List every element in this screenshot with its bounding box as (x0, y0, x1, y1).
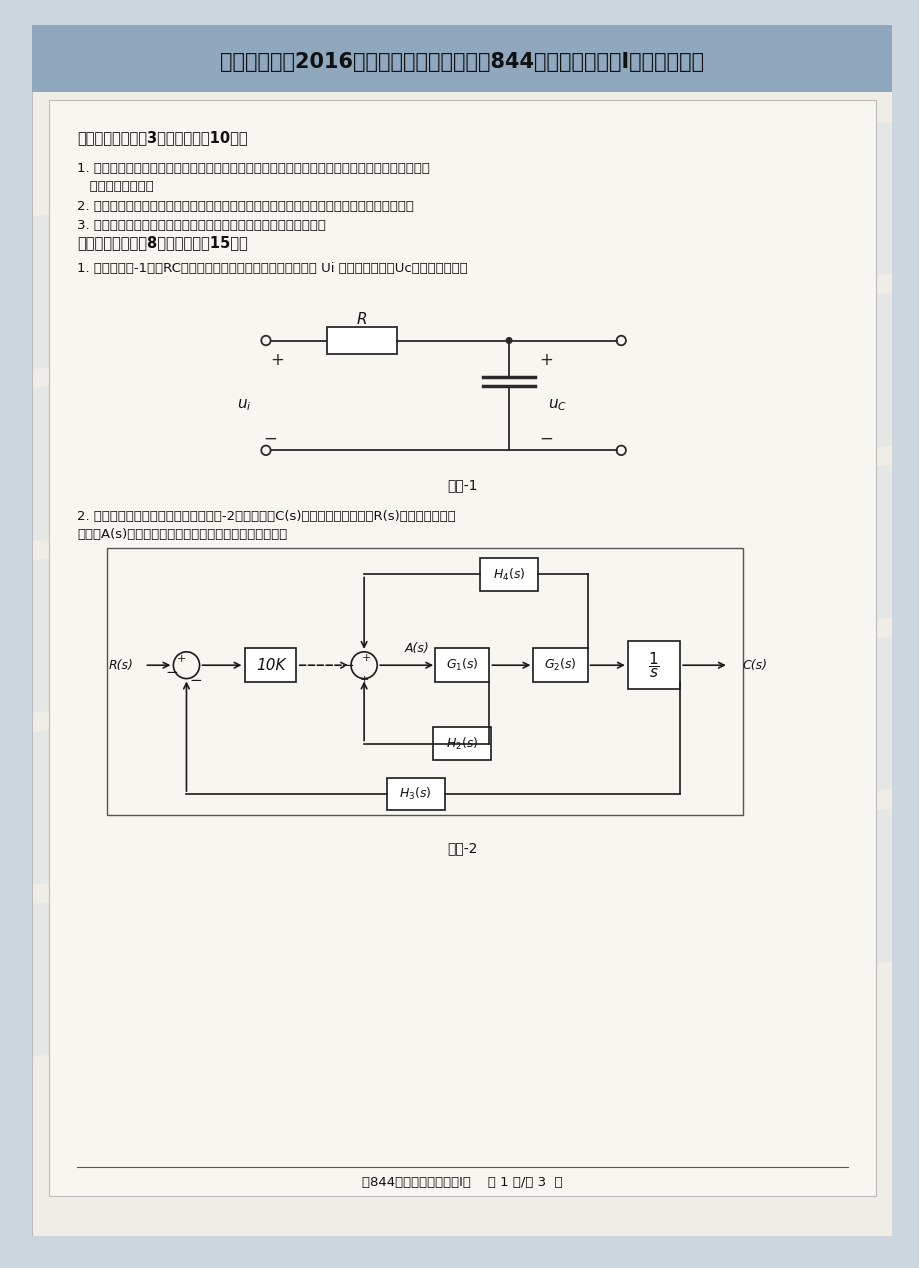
Text: +: + (361, 653, 370, 663)
Text: $H_4(s)$: $H_4(s)$ (493, 567, 525, 582)
Text: $H_2(s)$: $H_2(s)$ (446, 735, 478, 752)
Text: 浙江工业大学2016年硕士研究生入学考试《844自动控制原理（I）》考研真题: 浙江工业大学2016年硕士研究生入学考试《844自动控制原理（I）》考研真题 (220, 52, 704, 72)
Text: 1. 请根据题图-1给出RC网络构成的一阶电路的微分方程，已知 Ui 是系统的输入，Uc是系统的输出。: 1. 请根据题图-1给出RC网络构成的一阶电路的微分方程，已知 Ui 是系统的输… (77, 262, 468, 275)
Text: 名称和基本原理。: 名称和基本原理。 (77, 180, 153, 193)
FancyBboxPatch shape (386, 777, 444, 810)
Text: $u_C$: $u_C$ (548, 397, 567, 413)
Text: −: − (165, 666, 177, 681)
Text: 二、计算题：（共8小题，每小题15分）: 二、计算题：（共8小题，每小题15分） (77, 236, 247, 251)
Text: （844）自动控制原理（I）    第 1 页/共 3  页: （844）自动控制原理（I） 第 1 页/共 3 页 (361, 1177, 562, 1189)
Polygon shape (32, 637, 891, 885)
FancyBboxPatch shape (49, 100, 875, 1196)
Circle shape (505, 337, 511, 344)
Text: 1. 请简述控制理论中系统的概念，并给出根据建模途径不同进行分类的的两种常用数学建模方法的: 1. 请简述控制理论中系统的概念，并给出根据建模途径不同进行分类的的两种常用数学… (77, 162, 429, 175)
Polygon shape (32, 120, 891, 369)
FancyBboxPatch shape (32, 25, 891, 93)
Text: 10K: 10K (255, 658, 285, 673)
Text: $u_i$: $u_i$ (237, 397, 252, 413)
Text: −: − (342, 658, 354, 673)
FancyBboxPatch shape (433, 728, 491, 760)
Text: R(s): R(s) (108, 658, 133, 672)
Polygon shape (32, 809, 891, 1056)
Text: +: + (359, 676, 369, 686)
Polygon shape (32, 293, 891, 541)
FancyBboxPatch shape (326, 327, 396, 354)
Polygon shape (32, 464, 891, 713)
Text: A(s): A(s) (404, 642, 429, 654)
FancyBboxPatch shape (628, 642, 679, 689)
Text: +: + (177, 654, 187, 664)
Text: $H_3(s)$: $H_3(s)$ (399, 786, 431, 803)
Text: 航向，A(s)是飞机舵的角度，试求系统的闭环传递函数。: 航向，A(s)是飞机舵的角度，试求系统的闭环传递函数。 (77, 527, 287, 540)
Text: 题图-1: 题图-1 (447, 479, 477, 493)
FancyBboxPatch shape (32, 25, 891, 1236)
Text: 一、简答题：（共3小题，每小题10分）: 一、简答题：（共3小题，每小题10分） (77, 131, 247, 146)
Text: −: − (189, 673, 202, 689)
FancyBboxPatch shape (435, 648, 489, 682)
Text: $\dfrac{1}{s}$: $\dfrac{1}{s}$ (647, 650, 659, 680)
FancyBboxPatch shape (533, 648, 587, 682)
Text: 2. 请简述线性定常系统的开环、闭环控制和复合控制的的定义，并给出闭环控制的一个例子。: 2. 请简述线性定常系统的开环、闭环控制和复合控制的的定义，并给出闭环控制的一个… (77, 200, 414, 213)
Text: −: − (539, 430, 553, 448)
FancyBboxPatch shape (244, 648, 296, 682)
Text: C(s): C(s) (742, 658, 767, 672)
Text: 题图-2: 题图-2 (447, 842, 477, 856)
Text: $G_2(s)$: $G_2(s)$ (543, 657, 576, 673)
Text: −: − (264, 430, 278, 448)
FancyBboxPatch shape (480, 558, 538, 591)
Text: R: R (356, 312, 367, 327)
Text: $G_1(s)$: $G_1(s)$ (446, 657, 478, 673)
Text: +: + (539, 351, 553, 369)
Text: 3. 请简述自动控制中系统校正的概念，并给出滞后校正的基本原理。: 3. 请简述自动控制中系统校正的概念，并给出滞后校正的基本原理。 (77, 219, 325, 232)
Text: 2. 已知一无人机的航向控制系统如题图-2所示，其中C(s)无人机的实际航向，R(s)是无人机给定的: 2. 已知一无人机的航向控制系统如题图-2所示，其中C(s)无人机的实际航向，R… (77, 510, 455, 522)
Text: +: + (270, 351, 284, 369)
